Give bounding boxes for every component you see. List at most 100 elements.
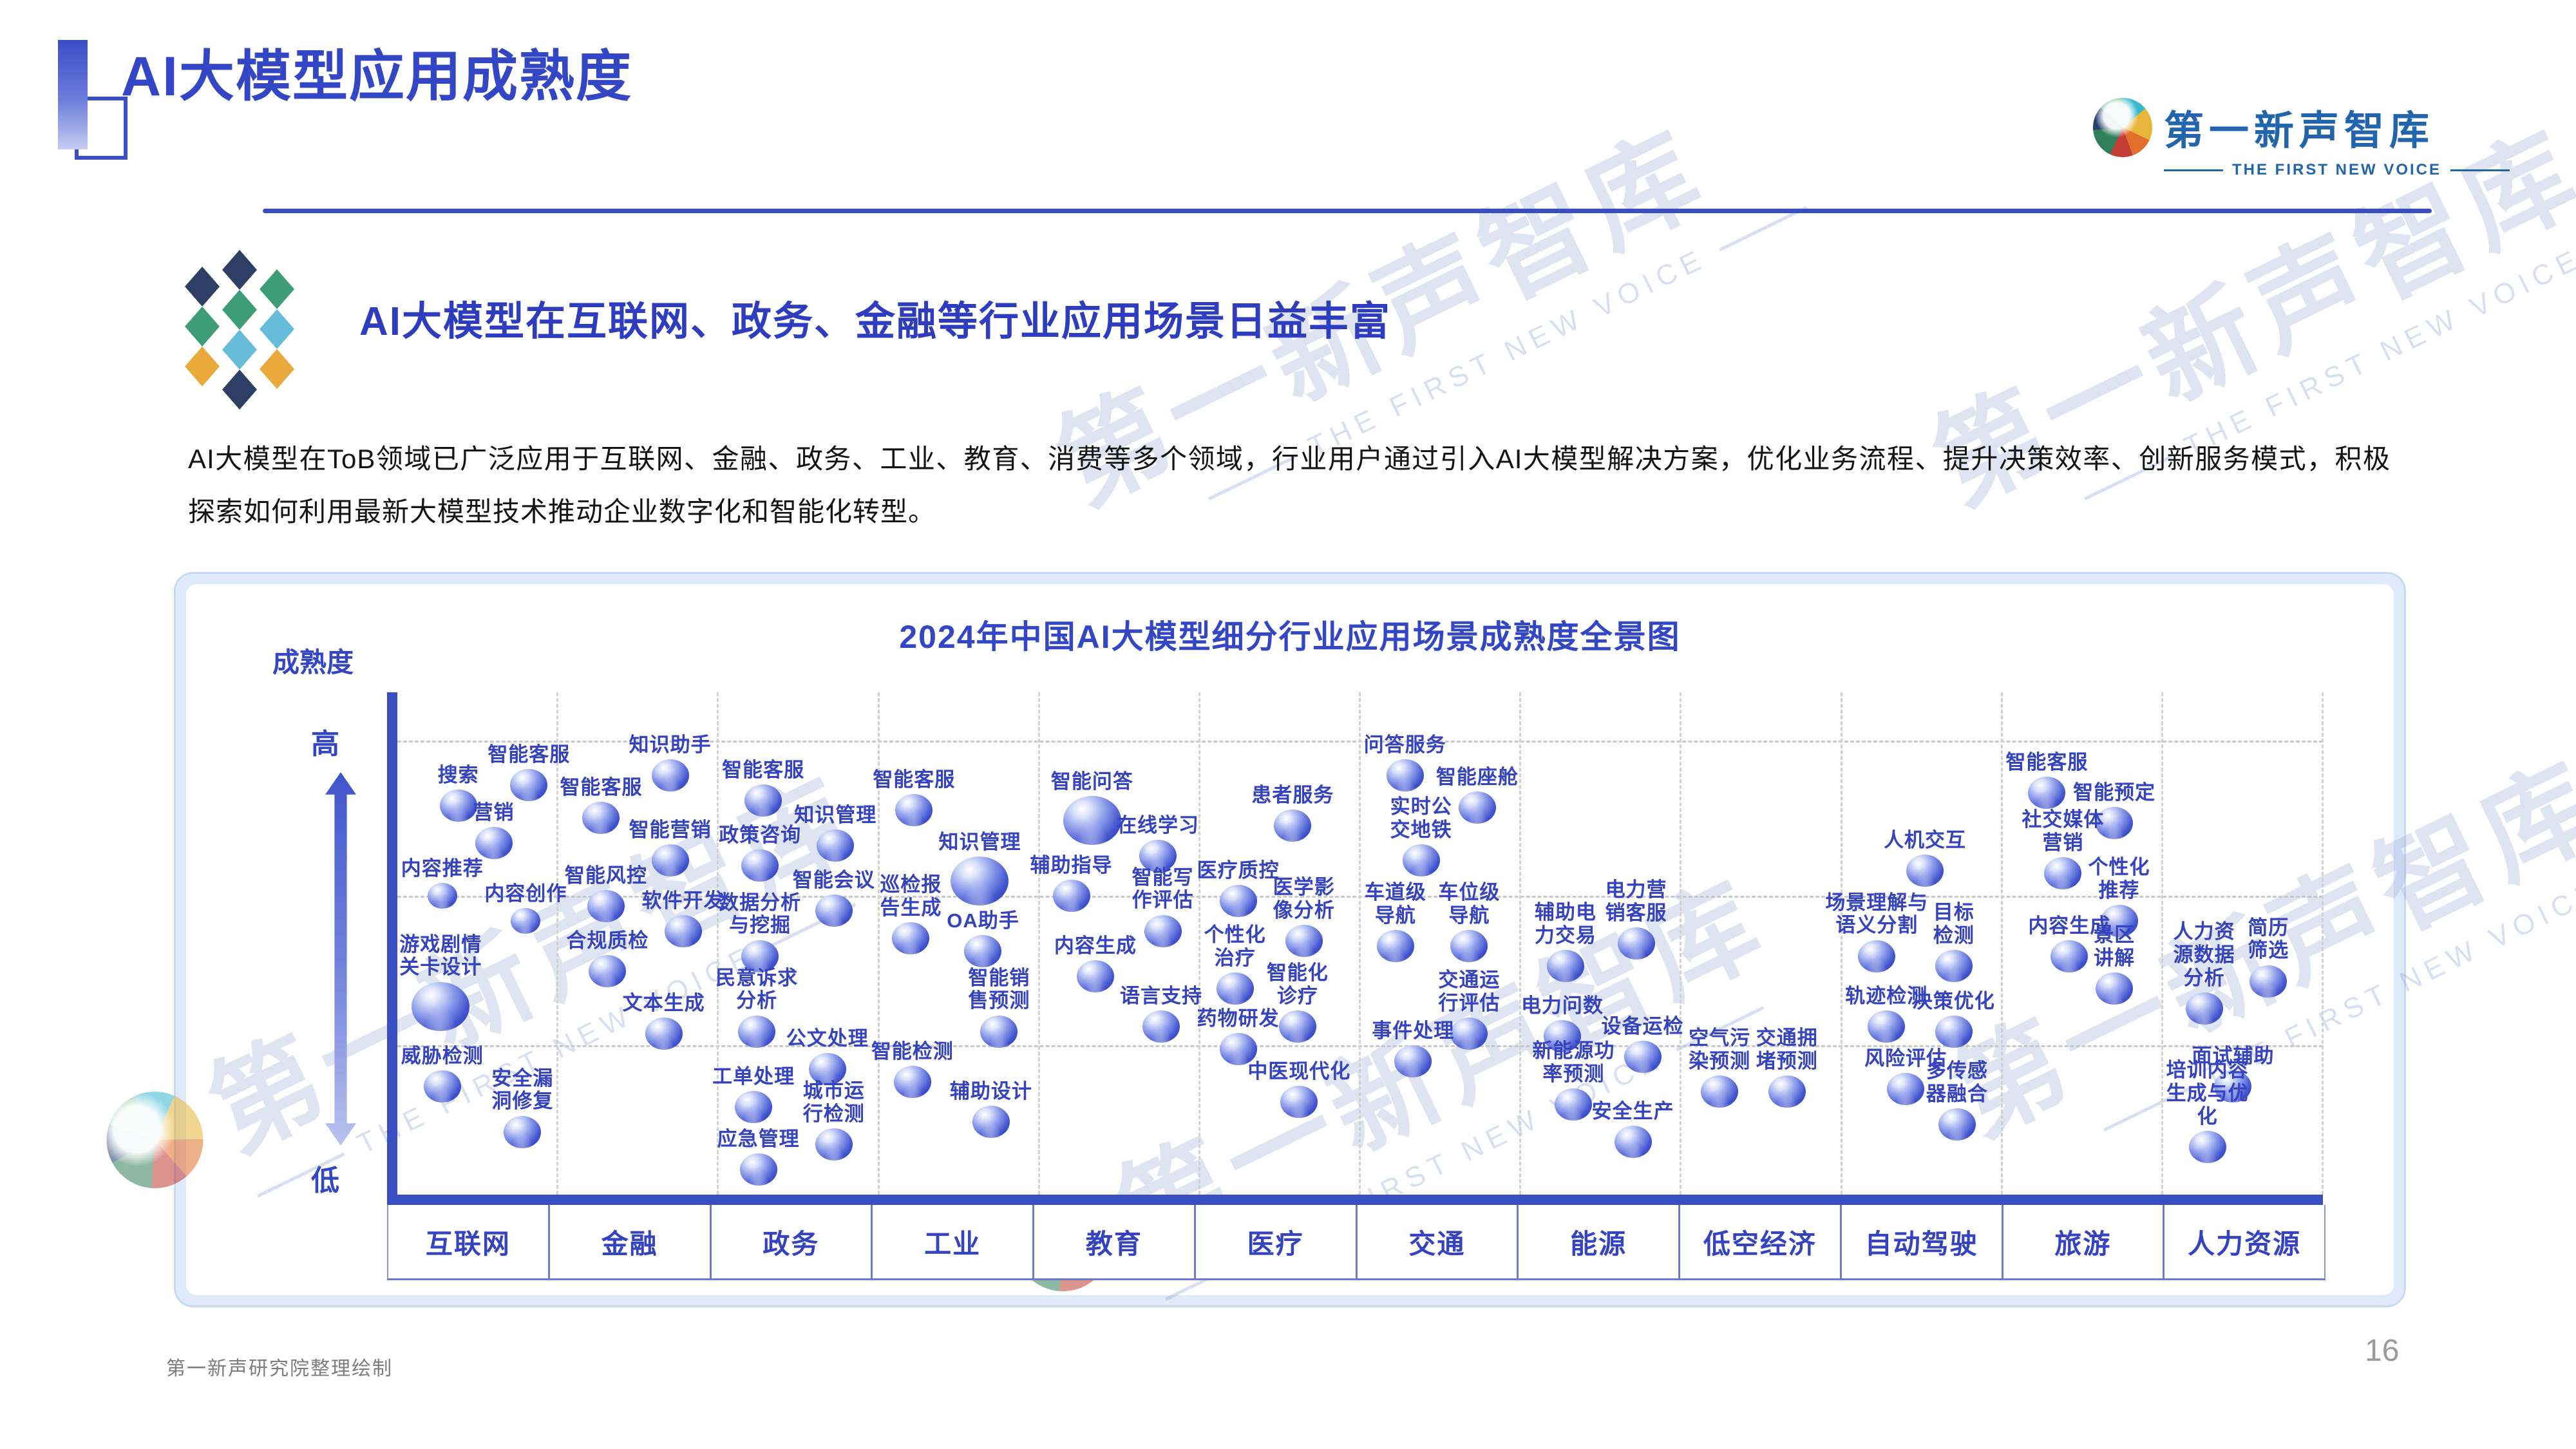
scenario-bubble <box>504 1115 542 1148</box>
scenario-label: 培训内容 生成与优 化 <box>2166 1059 2249 1128</box>
scenario-bubble <box>1052 879 1090 912</box>
scenario-label: 个性化 治疗 <box>1204 923 1266 970</box>
y-axis-low-label: 低 <box>311 1165 339 1197</box>
scenario-label: 智能会议 <box>792 869 875 892</box>
scenario-label: 在线学习 <box>1117 813 1200 837</box>
scenario-label: 应急管理 <box>717 1128 800 1151</box>
x-axis-line <box>387 1195 2323 1205</box>
scenario-label: 智能营销 <box>629 819 712 842</box>
scenario-label: 智能问答 <box>1050 770 1133 793</box>
scenario-bubble <box>1274 809 1312 842</box>
scenario-bubble <box>2185 992 2223 1025</box>
scenario-bubble <box>1139 839 1177 872</box>
industry-label-交通: 交通 <box>1355 1205 1517 1278</box>
gridline-vertical <box>2000 692 2003 1195</box>
scenario-bubble <box>744 784 782 817</box>
scenario-bubble <box>2050 940 2088 972</box>
scenario-bubble <box>1219 1032 1257 1065</box>
scenario-label: 新能源功 率预测 <box>1532 1039 1615 1085</box>
scenario-label: 城市运 行检测 <box>802 1079 865 1126</box>
industry-label-教育: 教育 <box>1032 1205 1194 1278</box>
y-axis-line <box>387 692 397 1215</box>
scenario-bubble <box>1906 854 1944 887</box>
scenario-label: 工单处理 <box>712 1065 795 1088</box>
industry-label-低空经济: 低空经济 <box>1678 1205 1840 1278</box>
scenario-label: 数据分析 与挖掘 <box>719 891 802 937</box>
scenario-bubble <box>739 1153 777 1186</box>
gridline-vertical <box>556 692 559 1195</box>
scenario-bubble <box>1386 759 1424 791</box>
industry-label-政务: 政务 <box>709 1205 871 1278</box>
scenario-label: 内容生成 <box>1054 934 1137 957</box>
scenario-bubble <box>651 844 689 877</box>
section-heading: AI大模型在互联网、政务、金融等行业应用场景日益丰富 <box>359 299 1392 344</box>
scenario-bubble <box>951 856 1009 905</box>
scenario-label: 医疗质控 <box>1197 858 1280 882</box>
scenario-label: OA助手 <box>947 909 1019 932</box>
scenario-label: 合规质检 <box>566 929 649 952</box>
scenario-bubble <box>1617 927 1655 960</box>
chart-card: 2024年中国AI大模型细分行业应用场景成熟度全景图 成熟度 高 低 搜索 智能客… <box>174 572 2406 1307</box>
scenario-label: 知识管理 <box>938 830 1021 853</box>
scenario-label: 辅助设计 <box>949 1079 1032 1103</box>
scenario-label: 软件开发 <box>641 889 724 912</box>
logo-name: 第一新声智库 <box>2164 109 2435 153</box>
scenario-label: 辅助指导 <box>1030 853 1113 876</box>
industry-label-金融: 金融 <box>547 1205 710 1278</box>
scenario-bubble <box>1543 1020 1581 1053</box>
title-decoration-bar <box>58 40 88 149</box>
scenario-label: 交通拥 堵预测 <box>1756 1027 1818 1073</box>
y-axis-arrow-icon <box>325 772 356 1146</box>
gridline-vertical <box>2161 692 2163 1195</box>
scenario-bubble <box>1768 1075 1806 1108</box>
scenario-bubble <box>439 789 477 822</box>
source-note: 第一新声研究院整理绘制 <box>166 1358 393 1379</box>
scenario-bubble <box>1935 1015 1973 1048</box>
scenario-bubble <box>1285 925 1323 958</box>
scenario-bubble <box>1219 884 1257 917</box>
scenario-bubble <box>1458 791 1496 824</box>
scenario-label: 智能客服 <box>488 743 571 766</box>
scenario-bubble <box>423 1070 461 1103</box>
scenario-label: 内容生成 <box>2028 914 2111 937</box>
scenario-label: 智能客服 <box>873 768 956 791</box>
scenario-label: 人机交互 <box>1884 828 1967 851</box>
gridline-vertical <box>1840 692 1842 1195</box>
scenario-label: 风险评估 <box>1864 1047 1947 1070</box>
scenario-label: 患者服务 <box>1251 783 1334 806</box>
scenario-bubble <box>2096 972 2134 1005</box>
scenario-label: 智能预定 <box>2073 781 2156 804</box>
scenario-bubble <box>972 1105 1010 1138</box>
logo-tagline: THE FIRST NEW VOICE <box>2164 161 2510 179</box>
gridline-vertical <box>2322 692 2324 1195</box>
scenario-label: 辅助电 力交易 <box>1534 901 1596 947</box>
y-axis-high-label: 高 <box>311 728 339 760</box>
scenario-bubble <box>2096 806 2134 839</box>
scenario-label: 智能客服 <box>560 776 643 799</box>
scenario-label: 智能座舱 <box>1435 766 1519 789</box>
scenario-label: 医学影 像分析 <box>1273 876 1335 922</box>
scenario-label: 社交媒体 营销 <box>2022 808 2105 854</box>
industry-label-自动驾驶: 自动驾驶 <box>1839 1205 2002 1278</box>
scenario-bubble <box>1216 972 1254 1005</box>
scenario-label: 设备运检 <box>1601 1014 1684 1037</box>
scenario-label: 多传感 器融合 <box>1926 1059 1988 1105</box>
scenario-label: 智能销 售预测 <box>968 966 1030 1012</box>
industry-label-能源: 能源 <box>1517 1205 1678 1278</box>
scenario-bubble <box>2044 857 2082 889</box>
scenario-bubble <box>1450 929 1488 962</box>
scenario-label: 内容推荐 <box>401 857 484 880</box>
scenario-label: 政策咨询 <box>719 824 802 847</box>
scenario-bubble <box>1701 1075 1739 1108</box>
scenario-bubble <box>1076 960 1114 992</box>
logo-globe-icon <box>2093 98 2152 157</box>
scenario-bubble <box>1402 844 1440 877</box>
scenario-bubble <box>1280 1085 1318 1118</box>
chart-title: 2024年中国AI大模型细分行业应用场景成熟度全景图 <box>899 619 1681 655</box>
scenario-label: 车道级 导航 <box>1364 880 1426 927</box>
scenario-bubble <box>1142 1010 1180 1043</box>
industry-label-医疗: 医疗 <box>1193 1205 1356 1278</box>
scenario-bubble <box>815 1128 853 1160</box>
scenario-bubble <box>1938 1108 1976 1141</box>
scenario-bubble <box>511 907 541 934</box>
